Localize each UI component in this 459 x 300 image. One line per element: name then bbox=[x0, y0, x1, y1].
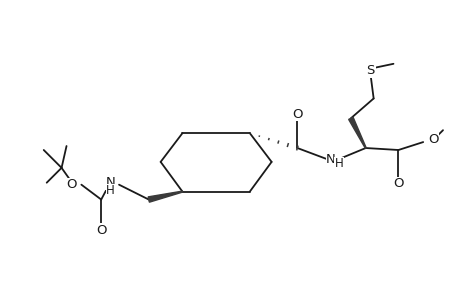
Text: O: O bbox=[66, 178, 76, 191]
Polygon shape bbox=[148, 191, 182, 202]
Text: N: N bbox=[325, 153, 335, 167]
Text: H: H bbox=[106, 184, 115, 197]
Text: O: O bbox=[427, 133, 438, 146]
Text: H: H bbox=[334, 158, 342, 170]
Text: O: O bbox=[392, 177, 403, 190]
Text: O: O bbox=[96, 224, 106, 237]
Text: S: S bbox=[366, 64, 374, 77]
Text: N: N bbox=[105, 176, 115, 189]
Text: O: O bbox=[291, 108, 302, 121]
Polygon shape bbox=[348, 117, 365, 148]
